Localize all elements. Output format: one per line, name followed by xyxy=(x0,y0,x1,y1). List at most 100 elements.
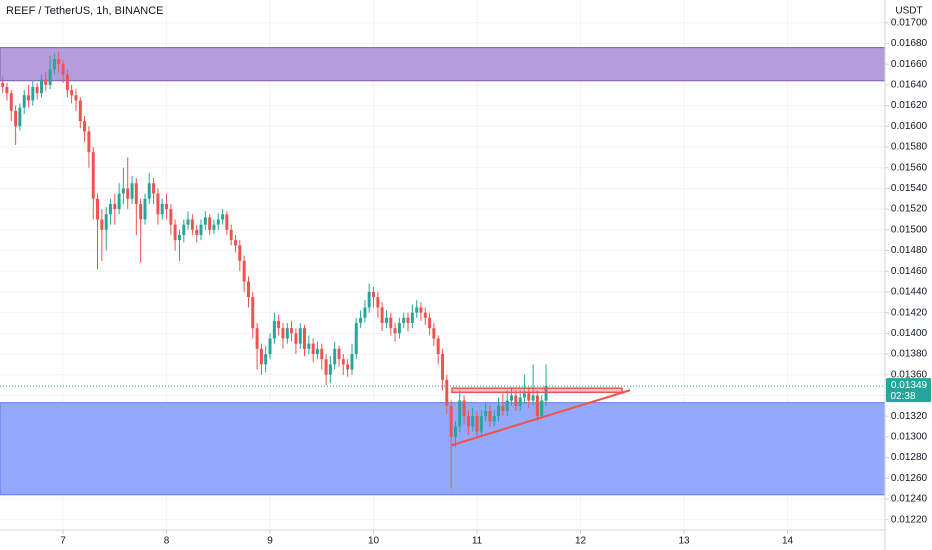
candle-body xyxy=(492,416,496,422)
zone xyxy=(0,47,886,82)
candle-body xyxy=(173,224,177,241)
candle-body xyxy=(113,203,117,210)
drawing-line xyxy=(451,389,631,447)
y-tick-label: 0.01620 xyxy=(891,100,928,111)
candle-body xyxy=(216,219,220,225)
candle-body xyxy=(380,307,384,323)
candle-body xyxy=(277,320,281,329)
y-tick-label: 0.01660 xyxy=(891,59,928,70)
candle-body xyxy=(74,95,78,101)
candle-body xyxy=(294,333,298,344)
candle-body xyxy=(121,188,125,194)
candle-body xyxy=(242,260,246,282)
candle-body xyxy=(139,203,143,220)
x-tick-label: 7 xyxy=(60,536,66,547)
candle-body xyxy=(363,307,367,318)
candle-body xyxy=(328,364,332,375)
candle-body xyxy=(462,400,466,417)
candle-body xyxy=(238,245,242,261)
currency: USDT xyxy=(895,6,922,17)
candle-body xyxy=(165,203,169,210)
candle-body xyxy=(454,426,457,437)
candle-body xyxy=(61,64,65,75)
candle-body xyxy=(518,397,522,406)
candle-body xyxy=(333,348,337,365)
candle-body xyxy=(320,348,324,360)
y-tick-label: 0.01460 xyxy=(891,266,928,277)
candle-body xyxy=(65,74,69,91)
candle-body xyxy=(410,312,414,323)
countdown: 02:38 xyxy=(890,391,915,402)
candle-body xyxy=(229,229,233,241)
candle-body xyxy=(48,69,52,85)
candle-body xyxy=(393,328,397,334)
candle-body xyxy=(152,183,156,194)
candle-body xyxy=(264,354,268,365)
y-tick-label: 0.01360 xyxy=(891,369,928,380)
candle-body xyxy=(531,395,535,401)
candle-body xyxy=(31,86,35,101)
candle-body xyxy=(160,203,164,215)
candle-body xyxy=(466,416,470,427)
candle-body xyxy=(247,281,250,298)
candle-body xyxy=(419,307,423,313)
candle-body xyxy=(311,343,315,355)
candle-body xyxy=(423,312,427,318)
y-tick-label: 0.01240 xyxy=(891,494,928,505)
y-tick-label: 0.01600 xyxy=(891,121,928,132)
y-tick-label: 0.01560 xyxy=(891,162,928,173)
candle-body xyxy=(272,320,276,339)
candle-body xyxy=(307,343,311,349)
candle-body xyxy=(259,348,263,365)
candle-body xyxy=(130,183,134,199)
last-price-tag xyxy=(886,378,931,403)
candle-body xyxy=(497,405,501,417)
candle-body xyxy=(441,354,445,380)
candle-body xyxy=(1,82,5,87)
candle-body xyxy=(52,59,56,70)
candle-body xyxy=(354,322,358,355)
candle-body xyxy=(509,395,513,401)
candle-body xyxy=(18,107,22,127)
candle-body xyxy=(535,395,539,417)
candle-body xyxy=(35,86,39,94)
x-tick-label: 8 xyxy=(164,536,170,547)
candle-body xyxy=(501,405,505,411)
chart-title: REEF / TetherUS, 1h, BINANCE xyxy=(6,5,164,17)
price-axis-panel xyxy=(885,0,932,550)
candle-body xyxy=(324,359,328,375)
time-axis-panel xyxy=(0,530,885,550)
last-price-label: 0.01349 xyxy=(891,380,928,391)
x-tick-label: 13 xyxy=(678,536,690,547)
y-tick-label: 0.01640 xyxy=(891,80,928,91)
y-tick-label: 0.01280 xyxy=(891,452,928,463)
candle-body xyxy=(544,386,548,401)
candle-body xyxy=(298,328,302,344)
y-tick-label: 0.01260 xyxy=(891,473,928,484)
candle-body xyxy=(126,188,130,199)
y-tick-label: 0.01320 xyxy=(891,411,928,422)
candle-body xyxy=(147,183,151,199)
candle-body xyxy=(341,359,345,365)
candle-body xyxy=(203,217,207,225)
candle-body xyxy=(104,214,108,230)
y-tick-label: 0.01440 xyxy=(891,287,928,298)
candle-body xyxy=(527,393,531,401)
candle-body xyxy=(350,354,354,370)
candle-body xyxy=(281,328,285,339)
candle-body xyxy=(376,297,380,308)
y-tick-label: 0.01480 xyxy=(891,245,928,256)
candle-body xyxy=(57,59,61,65)
candle-body xyxy=(195,229,199,235)
candle-body xyxy=(5,86,9,94)
candle-body xyxy=(372,291,376,298)
candle-body xyxy=(156,193,160,215)
candle-body xyxy=(303,328,306,349)
candle-body xyxy=(234,240,238,246)
candle-body xyxy=(432,328,436,339)
y-tick-label: 0.01680 xyxy=(891,38,928,49)
candle-body xyxy=(100,219,104,230)
y-tick-label: 0.01220 xyxy=(891,514,928,525)
y-tick-label: 0.01400 xyxy=(891,328,928,339)
